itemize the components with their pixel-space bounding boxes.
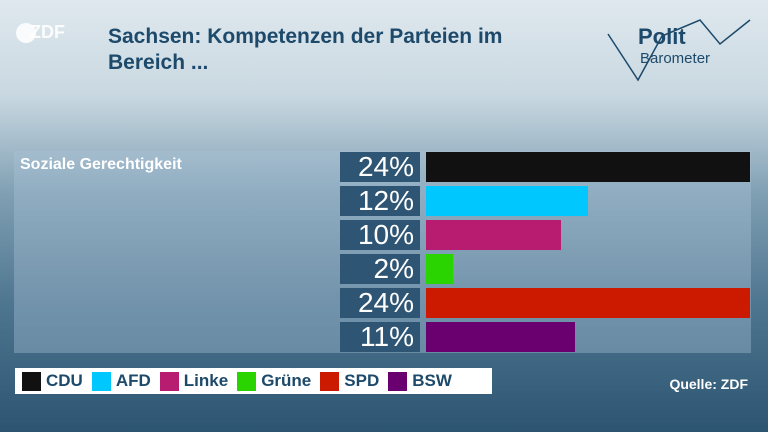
- bar-value-label: 24%: [340, 288, 420, 318]
- chart-category-label: Soziale Gerechtigkeit: [20, 156, 182, 173]
- politbarometer-zigzag: [607, 19, 751, 82]
- bar-cdu: [426, 152, 750, 182]
- legend-item: SPD: [320, 371, 379, 391]
- legend-swatch: [388, 371, 408, 391]
- legend-label: Grüne: [261, 371, 312, 390]
- bar-bsw: [426, 322, 575, 352]
- politbarometer-logo: Polit Barometer: [600, 14, 760, 94]
- bar-linke: [426, 220, 561, 250]
- bar-value-label: 2%: [340, 254, 420, 284]
- legend-swatch: [237, 371, 257, 391]
- politbarometer-line2: Barometer: [640, 50, 711, 67]
- legend-item: AFD: [91, 371, 151, 391]
- legend-swatch: [159, 371, 179, 391]
- bar-value-label: 11%: [340, 322, 420, 352]
- legend-label: AFD: [115, 371, 151, 390]
- bar-afd: [426, 186, 588, 216]
- legend-swatch: [320, 371, 340, 391]
- zdf-logo: ZDF: [16, 22, 65, 43]
- legend: CDU AFD Linke Grüne SPD BSW: [15, 368, 492, 394]
- legend-label: Linke: [183, 371, 229, 390]
- zdf-logo-circle: [16, 22, 36, 43]
- bar-value-label: 10%: [340, 220, 420, 250]
- legend-label: SPD: [344, 371, 380, 390]
- legend-item: Grüne: [237, 371, 311, 391]
- legend-item: CDU: [22, 371, 83, 391]
- politbarometer-line1: Polit: [638, 24, 686, 49]
- legend-item: BSW: [388, 371, 452, 391]
- source-note: Quelle: ZDF: [669, 376, 748, 392]
- legend-swatch: [22, 371, 41, 391]
- legend-label: CDU: [46, 371, 83, 390]
- page-title: Sachsen: Kompetenzen der Parteien im Ber…: [108, 25, 503, 74]
- bar-value-label: 12%: [340, 186, 420, 216]
- zdf-logo-text: ZDF: [30, 22, 65, 42]
- chart-panel: [14, 151, 751, 353]
- legend-label: BSW: [412, 371, 452, 390]
- bar-grüne: [426, 254, 453, 284]
- bar-spd: [426, 288, 750, 318]
- legend-item: Linke: [159, 371, 229, 391]
- bar-value-label: 24%: [340, 152, 420, 182]
- legend-swatch: [91, 371, 111, 391]
